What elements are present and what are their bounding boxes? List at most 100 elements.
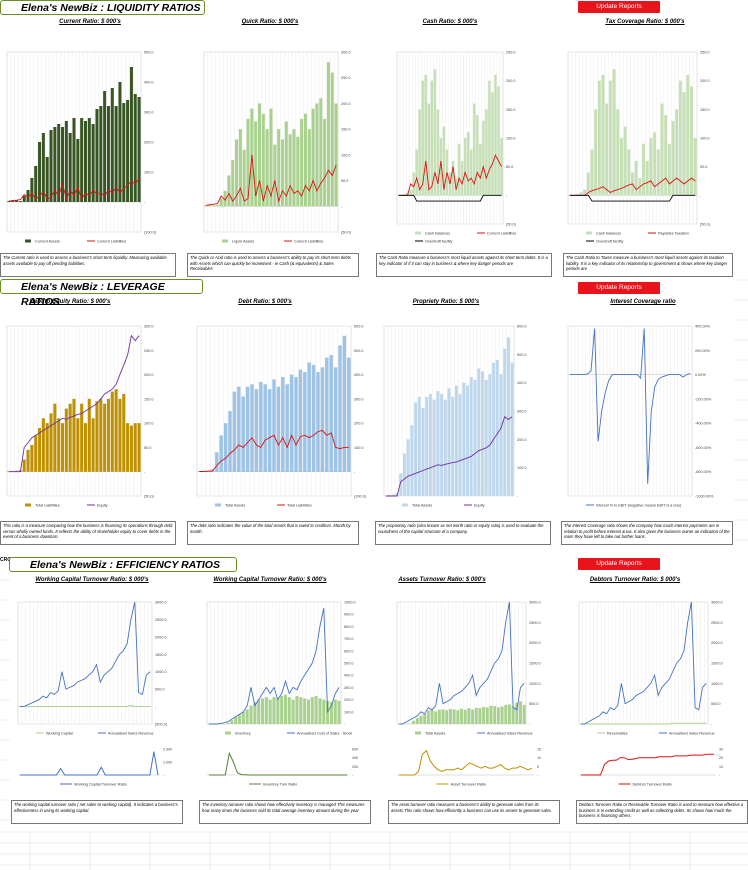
- bar-liquid-assets: [323, 118, 327, 207]
- bar-total-assets: [462, 382, 466, 496]
- y-tick-label: 600.0: [517, 325, 527, 329]
- bar-liquid-assets: [273, 144, 277, 207]
- bar-liquid-assets: [265, 129, 269, 207]
- bar-cash-balances: [460, 160, 464, 196]
- chart-title-interest-coverage: Interest Coverage ratio: [610, 299, 676, 305]
- line-debtors-turnover-ratio: [581, 753, 714, 776]
- bar-current-assets: [57, 124, 61, 202]
- bar-inventory: [283, 694, 287, 724]
- bar-cash-balances: [479, 143, 482, 196]
- y-tick-label: -400.00%: [695, 422, 712, 426]
- y-tick-label: 3000.0: [529, 601, 541, 605]
- y-tick-label: 600: [352, 748, 358, 752]
- bar-total-liabilities: [106, 398, 110, 472]
- bar-total-assets: [511, 706, 515, 724]
- bar-total-assets: [458, 394, 462, 496]
- legend-label: Cash balances: [425, 232, 450, 236]
- bar-cash-balances: [667, 143, 671, 196]
- legend-label: Asset Turnover Ratio: [451, 783, 486, 787]
- bar-liquid-assets: [258, 103, 262, 207]
- y-tick-label: (50.0): [144, 495, 155, 499]
- legend-label: Total Liabilities: [287, 504, 312, 508]
- update-reports-button-efficiency[interactable]: Update Reports: [578, 558, 660, 570]
- y-tick-label: 0.00%: [695, 373, 706, 377]
- legend-label: Current Liabilities: [487, 232, 516, 236]
- y-tick-label: -: [163, 774, 165, 778]
- bar-total-assets: [338, 345, 342, 472]
- bar-inventory: [337, 700, 341, 724]
- bar-current-assets: [38, 142, 42, 202]
- y-tick-label: (50.0): [341, 231, 352, 235]
- y-tick-label: 800.0: [344, 625, 354, 629]
- legend-label: Current Liabilities: [294, 240, 323, 244]
- bar-total-assets: [410, 425, 414, 496]
- bar-total-assets: [285, 384, 289, 472]
- bar-total-assets: [289, 374, 294, 472]
- bar-cash-balances: [583, 189, 587, 196]
- legend-label: Working Capital: [46, 732, 73, 736]
- update-reports-button-leverage[interactable]: Update Reports: [578, 282, 660, 294]
- bar-total-assets: [384, 495, 388, 496]
- bar-inventory: [303, 698, 307, 724]
- bar-cash-balances: [421, 80, 424, 196]
- bar-total-assets: [434, 711, 438, 724]
- bar-current-assets: [15, 200, 19, 202]
- bar-current-assets: [114, 106, 118, 202]
- bar-total-assets: [436, 391, 440, 496]
- y-tick-label: -: [719, 774, 721, 778]
- y-tick-label: 300.0: [341, 51, 351, 55]
- chart-debt-ratio: 600.0 500.0 400.0 300.0 200.0 100.0 - (100.0) To…: [196, 325, 367, 508]
- bar-total-assets: [237, 386, 241, 472]
- bar-inventory: [268, 699, 272, 724]
- y-tick-label: 250.0: [700, 51, 710, 55]
- line-receivables: [580, 722, 707, 725]
- y-tick-label: (100.0): [144, 231, 157, 235]
- bar-total-assets: [421, 408, 425, 496]
- bar-total-assets: [500, 706, 504, 724]
- bar-liquid-assets: [292, 129, 296, 207]
- y-tick-label: 1000.0: [529, 682, 541, 686]
- bar-inventory: [245, 709, 249, 724]
- bar-inventory: [322, 699, 326, 724]
- bar-cash-balances: [412, 172, 415, 196]
- chart-quick-ratio: 300.0 250.0 200.0 150.0 100.0 50.0 - (50.0) Liqu…: [203, 51, 352, 244]
- bar-inventory: [253, 702, 257, 724]
- bar-cash-balances: [427, 103, 430, 196]
- y-tick-label: 150.0: [700, 108, 710, 112]
- bar-total-liabilities: [122, 394, 126, 472]
- y-tick-label: 2000.0: [529, 641, 541, 645]
- y-tick-label: -600.00%: [695, 446, 712, 450]
- bar-cash-balances: [608, 80, 612, 196]
- bar-total-liabilities: [87, 398, 91, 472]
- chart-cash-ratio: 250.0 200.0 150.0 100.0 50.0 - (50.0) Cash bala…: [396, 51, 517, 244]
- y-tick-label: 300.0: [517, 410, 527, 414]
- bar-cash-balances: [682, 92, 686, 196]
- bar-inventory: [238, 714, 242, 724]
- y-tick-label: 3000.0: [711, 601, 723, 605]
- bar-inventory: [329, 702, 333, 724]
- y-tick-label: 100.0: [354, 446, 364, 450]
- bar-current-assets: [34, 166, 38, 202]
- bar-total-assets: [419, 715, 423, 724]
- bar-cash-balances: [627, 149, 631, 196]
- bar-total-assets: [488, 374, 492, 496]
- bar-cash-balances: [590, 149, 594, 196]
- bar-inventory: [234, 716, 238, 724]
- bar-total-assets: [303, 372, 307, 472]
- y-tick-label: 500.0: [711, 702, 721, 706]
- chart-asset-turnover-ratio: 15 10 5 - Asset Turnover Ratio: [397, 748, 541, 787]
- y-tick-label: 400.0: [344, 674, 354, 678]
- bar-inventory: [295, 695, 299, 724]
- bar-current-assets: [91, 124, 95, 202]
- bar-inventory: [241, 711, 245, 724]
- y-tick-label: 200.0: [341, 102, 351, 106]
- legend-swatch: [225, 731, 231, 735]
- y-tick-label: 300.0: [344, 686, 354, 690]
- update-reports-button-liquidity[interactable]: Update Reports: [578, 1, 660, 13]
- bar-total-assets: [452, 709, 456, 724]
- bar-total-assets: [445, 710, 449, 724]
- y-tick-label: 100.0: [517, 466, 527, 470]
- y-tick-label: 500.0: [144, 51, 154, 55]
- y-tick-label: 50.0: [700, 165, 707, 169]
- bar-liquid-assets: [235, 139, 239, 207]
